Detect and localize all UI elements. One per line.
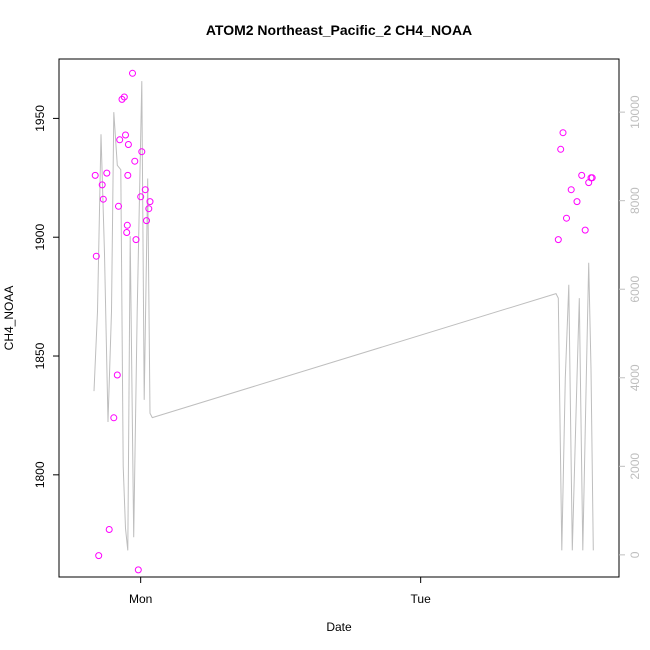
y2-tick-label: 8000 xyxy=(628,187,642,214)
data-point xyxy=(131,157,139,165)
data-point xyxy=(105,526,113,533)
plot-frame xyxy=(58,58,620,578)
x-tick-label: Tue xyxy=(411,592,432,606)
data-point xyxy=(143,217,150,225)
y2-tick-label: 4000 xyxy=(628,364,642,391)
data-point xyxy=(123,229,131,236)
data-point xyxy=(103,169,111,177)
data-point xyxy=(554,236,562,244)
y-axis-label: CH4_NOAA xyxy=(2,286,16,351)
data-point xyxy=(99,195,107,203)
axes-layer: 1800 1850 1900 1950 Mon Tue 0 2000 4000 6000 8000 1… xyxy=(33,95,642,606)
data-point xyxy=(91,171,99,179)
data-point xyxy=(132,236,140,244)
data-point xyxy=(578,171,586,179)
series-line xyxy=(93,81,594,551)
y2-tick-label: 0 xyxy=(628,551,642,558)
data-point xyxy=(124,141,132,148)
data-point xyxy=(559,129,567,137)
data-point xyxy=(92,252,100,260)
data-point xyxy=(118,95,126,103)
data-point xyxy=(141,186,149,194)
y-tick-label: 1850 xyxy=(33,342,47,369)
chart-title: ATOM2 Northeast_Pacific_2 CH4_NOAA xyxy=(206,22,472,38)
data-point xyxy=(120,93,128,101)
series-layer xyxy=(91,69,596,574)
data-point xyxy=(129,69,136,77)
data-point xyxy=(134,566,142,574)
data-point xyxy=(138,148,146,156)
data-point xyxy=(115,202,122,210)
y2-tick-label: 6000 xyxy=(628,276,642,303)
data-point xyxy=(588,174,596,182)
y-tick-label: 1800 xyxy=(33,461,47,488)
data-point xyxy=(573,198,581,206)
data-point xyxy=(116,136,124,144)
data-point xyxy=(95,552,103,560)
data-point xyxy=(98,181,106,189)
data-point xyxy=(137,193,145,201)
data-point xyxy=(145,205,153,213)
data-point xyxy=(122,131,129,139)
y2-tick-label: 2000 xyxy=(628,453,642,480)
data-point xyxy=(113,371,121,379)
x-tick-label: Mon xyxy=(129,592,152,606)
x-axis-label: Date xyxy=(326,620,352,634)
data-point xyxy=(124,171,132,179)
data-point xyxy=(110,414,118,422)
data-point xyxy=(557,145,565,153)
data-point xyxy=(567,186,575,194)
y-tick-label: 1900 xyxy=(33,224,47,251)
y-tick-label: 1950 xyxy=(33,105,47,132)
y2-tick-label: 10000 xyxy=(628,95,642,129)
data-point xyxy=(581,226,589,234)
data-point xyxy=(563,214,570,222)
data-point xyxy=(146,198,154,206)
data-point xyxy=(123,221,131,229)
